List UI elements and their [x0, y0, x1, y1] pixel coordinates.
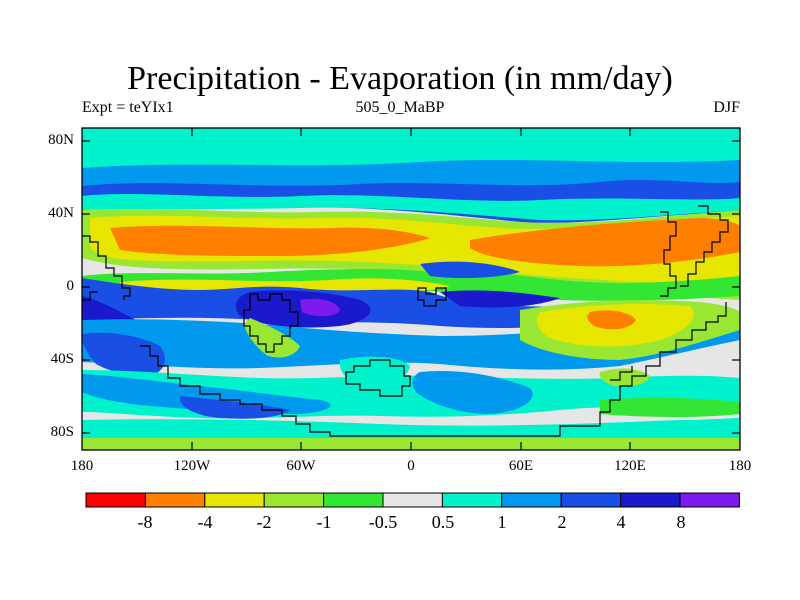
colorbar-swatch [679, 492, 740, 508]
colorbar-swatch [144, 492, 206, 508]
x-tick-label: 180 [728, 458, 752, 474]
colorbar-swatch [382, 492, 443, 508]
colorbar-swatch [620, 492, 681, 508]
x-tick-label: 120E [614, 458, 646, 474]
precip-evap-field [82, 128, 740, 450]
y-tick-label: 80S [50, 424, 74, 440]
axis-ticks [82, 128, 740, 450]
x-tick-label: 60E [508, 458, 534, 474]
x-tick-label: 60W [286, 458, 316, 474]
colorbar-swatch [323, 492, 384, 508]
colorbar-swatch [560, 492, 622, 508]
experiment-label: Expt = teYIx1 [82, 99, 174, 116]
colorbar-label: 4 [616, 512, 626, 532]
colorbar-swatch [85, 492, 146, 508]
time-label: 505_0_MaBP [355, 99, 445, 116]
y-tick-label: 40S [50, 351, 74, 367]
colorbar-label: -1 [316, 512, 332, 532]
colorbar [85, 492, 740, 508]
colorbar-label: 0.5 [431, 512, 455, 532]
y-tick-label: 80N [48, 132, 74, 148]
coastline-outlines [82, 205, 729, 437]
colorbar-label: 8 [676, 512, 686, 532]
colorbar-swatch [441, 492, 503, 508]
colorbar-label: -2 [256, 512, 272, 532]
x-tick-label: 120W [173, 458, 211, 474]
colorbar-label: 1 [497, 512, 507, 532]
colorbar-label: 2 [557, 512, 567, 532]
y-tick-label: 0 [66, 278, 75, 294]
colorbar-label: -4 [197, 512, 213, 532]
colorbar-label: -8 [137, 512, 153, 532]
x-tick-label: 180 [70, 458, 94, 474]
season-label: DJF [713, 99, 740, 116]
y-tick-label: 40N [48, 205, 74, 221]
plot-title: Precipitation - Evaporation (in mm/day) [127, 60, 673, 97]
colorbar-swatch [501, 492, 562, 508]
colorbar-swatch [263, 492, 325, 508]
colorbar-label: -0.5 [368, 512, 398, 532]
colorbar-swatch [204, 492, 265, 508]
x-tick-label: 0 [407, 458, 415, 474]
